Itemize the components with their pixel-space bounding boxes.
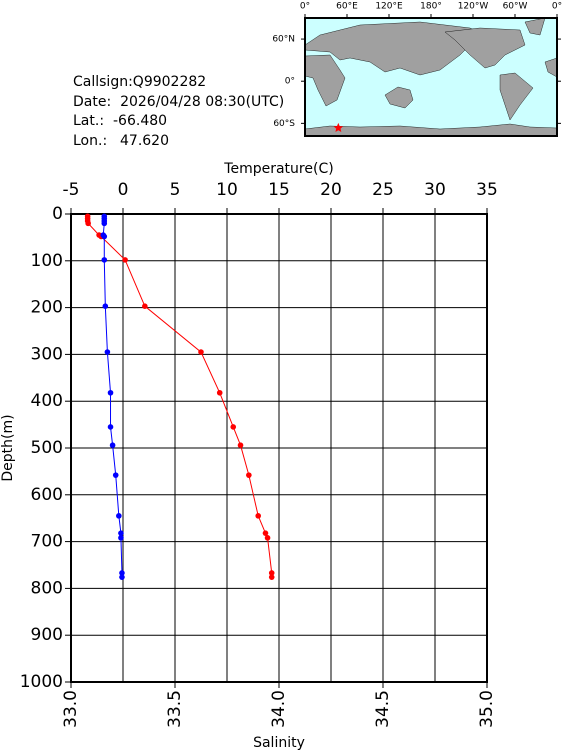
lat-value: -66.480 [113, 113, 167, 129]
land [304, 21, 486, 76]
lat-label: Lat.: [73, 113, 104, 129]
map-lon-label: 0° [300, 2, 310, 12]
profile-point [107, 424, 114, 430]
profile-point [262, 530, 269, 536]
land [499, 72, 534, 121]
profile-point [246, 472, 252, 478]
y-tick-label: 0 [52, 204, 63, 224]
land [304, 54, 346, 107]
lon-value: 47.620 [120, 133, 169, 149]
profile-line [87, 216, 273, 578]
profile-point [119, 570, 125, 576]
y-tick-label: 700 [31, 532, 63, 552]
y-tick-label: 800 [31, 578, 63, 598]
profile-point [107, 389, 114, 396]
x-tick-label: -5 [63, 180, 80, 200]
x-tick-label: 20 [320, 180, 342, 200]
x2-axis-title: Salinity [253, 735, 305, 751]
profile-point [268, 574, 275, 580]
station-marker [333, 122, 344, 132]
info-block: Callsign:Q9902282 Date: 2026/04/28 08:30… [73, 74, 284, 149]
x2-tick-label: 35.0 [477, 690, 497, 728]
profile-point [112, 472, 119, 478]
map: 0° 60°E 120°E 180° 120°W 60°W 0° 60°N 0° 60°S [272, 2, 562, 137]
profile-point [216, 389, 223, 396]
x-tick-label: 5 [170, 180, 181, 200]
profile-point [118, 535, 124, 541]
map-lat-label: 60°N [272, 35, 295, 45]
y-tick-label: 300 [31, 344, 63, 364]
profile-point [104, 349, 111, 355]
profile-point [255, 513, 261, 519]
x-axis-title: Temperature(C) [223, 161, 333, 177]
profile-point [101, 220, 108, 227]
profile-point [116, 513, 122, 519]
x-tick-label: 25 [372, 180, 394, 200]
y-tick-label: 900 [31, 625, 63, 645]
map-lat-label: 0° [285, 77, 295, 87]
x2-tick-label: 34.0 [269, 690, 289, 728]
x-tick-label: 35 [476, 180, 498, 200]
x-tick-label: 0 [118, 180, 129, 200]
y-tick-label: 400 [31, 391, 63, 411]
profile-point [264, 535, 271, 541]
profile-point [230, 424, 237, 430]
profile-point [118, 530, 124, 536]
profile-point [109, 442, 116, 448]
y-tick-label: 600 [31, 485, 63, 505]
land [444, 27, 526, 69]
profile-point [198, 349, 204, 355]
x2-tick-label: 34.5 [373, 690, 393, 728]
x2-tick-label: 33.0 [61, 690, 81, 728]
profile-line [102, 216, 123, 578]
y-tick-label: 1000 [20, 672, 63, 692]
x-tick-label: 30 [424, 180, 446, 200]
date: Date: 2026/04/28 08:30(UTC) [73, 94, 284, 110]
y-tick-label: 100 [31, 251, 63, 271]
y-tick-label: 500 [31, 438, 63, 458]
map-lon-label: 120°E [375, 2, 403, 12]
x2-tick-label: 33.5 [165, 690, 185, 728]
map-lon-label: 0° [552, 2, 562, 12]
plot-frame [70, 213, 488, 683]
x-tick-label: 15 [268, 180, 290, 200]
profile-point [237, 442, 244, 448]
map-lon-label: 60°W [503, 2, 528, 12]
callsign: Callsign:Q9902282 [73, 74, 206, 90]
profile-point [122, 257, 128, 263]
profile-point [142, 303, 148, 309]
map-lon-label: 60°E [336, 2, 358, 12]
y-tick-label: 200 [31, 298, 63, 318]
land [384, 86, 414, 109]
map-lon-label: 180° [420, 2, 442, 12]
profile-point [85, 220, 91, 227]
y-axis-title: Depth(m) [0, 414, 16, 481]
profile-point [268, 570, 275, 576]
profile-point [101, 233, 108, 240]
map-lon-label: 120°W [458, 2, 489, 12]
profile-point [101, 257, 108, 263]
map-lat-label: 60°S [273, 119, 295, 129]
lon-label: Lon.: [73, 133, 107, 149]
profile-point [102, 303, 109, 309]
profile-point [119, 574, 125, 580]
x-tick-label: 10 [216, 180, 238, 200]
land [524, 17, 546, 36]
